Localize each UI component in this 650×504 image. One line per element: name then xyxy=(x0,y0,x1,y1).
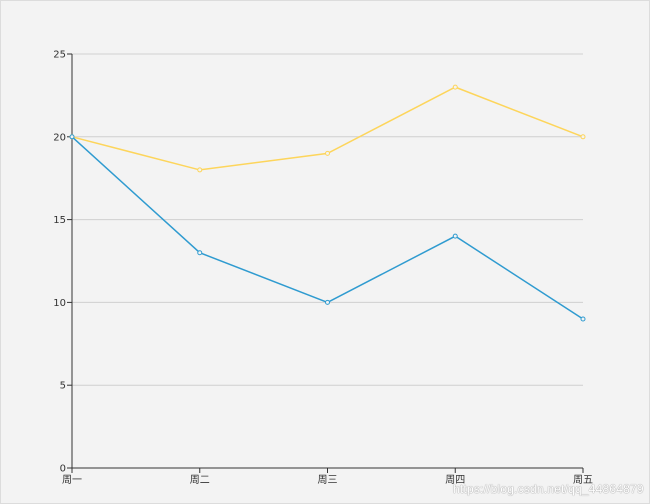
y-tick-label-5: 5 xyxy=(60,381,66,392)
series-1-point-2 xyxy=(325,150,330,156)
x-tick-label-3: 周四 xyxy=(445,474,465,486)
x-tick-label-1: 周二 xyxy=(190,474,210,486)
series-0-line xyxy=(71,136,584,320)
y-tick-label-15: 15 xyxy=(53,215,66,226)
x-tick-label-2: 周三 xyxy=(318,474,338,486)
y-tick-label-25: 25 xyxy=(53,50,66,61)
watermark-text: https://blog.csdn.net/qq_44864879 xyxy=(453,482,644,496)
series-1-point-3 xyxy=(452,84,458,90)
x-tick-label-0: 周一 xyxy=(62,474,82,486)
y-tick-label-20: 20 xyxy=(53,132,66,143)
series-0-point-3 xyxy=(452,233,458,239)
series-0-point-1 xyxy=(197,250,203,256)
y-tick-label-0: 0 xyxy=(60,464,66,475)
series-0-point-2 xyxy=(325,299,330,305)
y-tick-label-10: 10 xyxy=(53,298,66,309)
series-0-point-0 xyxy=(69,134,75,140)
series-1-point-4 xyxy=(580,134,586,140)
series-1-line xyxy=(71,86,584,171)
series-1-point-1 xyxy=(197,167,203,173)
series-0-point-4 xyxy=(580,316,586,322)
x-tick-label-4: 周五 xyxy=(573,474,593,486)
